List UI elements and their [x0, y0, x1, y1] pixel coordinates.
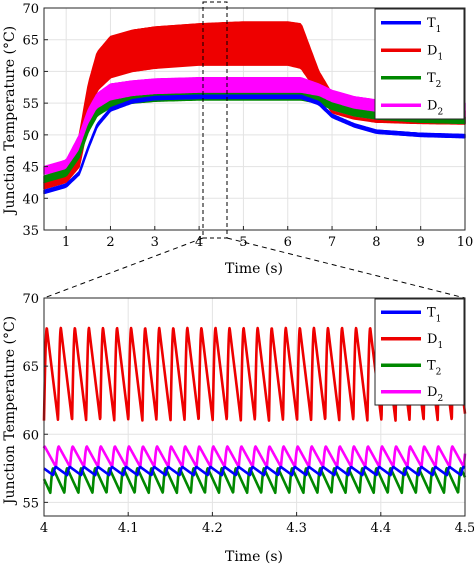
bottom-legend-label: T1: [427, 305, 441, 324]
top-xtick-label: 7: [328, 235, 336, 250]
bottom-legend-label: D2: [427, 385, 443, 404]
top-axes-frame: [43, 7, 466, 231]
top-xtick-label: 8: [372, 235, 380, 250]
top-legend: T1 D1 T2 D2: [374, 8, 465, 120]
zoom-connector-left: [43, 237, 204, 299]
top-xtick-label: 3: [151, 235, 159, 250]
top-ytick-label: 45: [22, 161, 39, 176]
top-ytick-label: 50: [22, 129, 39, 144]
top-xtick-label: 5: [239, 235, 247, 250]
bottom-xtick-label: 4: [40, 521, 48, 536]
top-ytick-label: 60: [22, 65, 39, 80]
bottom-legend: T1 D1 T2 D2: [374, 298, 465, 406]
top-ylabel: Junction Temperature (°C): [2, 26, 18, 216]
bottom-series-T2: [42, 467, 467, 495]
bottom-ytick-label: 65: [22, 360, 39, 375]
bottom-xlabel: Time (s): [225, 549, 283, 565]
top-ytick-label: 65: [22, 34, 39, 49]
top-xlabel: Time (s): [225, 261, 283, 277]
zoom-box: [202, 1, 228, 239]
bottom-legend-label: T2: [427, 358, 441, 377]
bottom-axes-frame: [43, 297, 466, 517]
top-ytick-label: 35: [22, 224, 39, 239]
top-xtick-label: 6: [284, 235, 292, 250]
bottom-ytick-label: 60: [22, 428, 39, 443]
bottom-legend-label: D1: [427, 332, 443, 351]
bottom-xtick-label: 4.2: [202, 521, 223, 536]
bottom-series-D1: [42, 326, 467, 422]
bottom-xtick-label: 4.5: [455, 521, 474, 536]
top-ytick-label: 70: [22, 2, 39, 17]
bottom-xtick-label: 4.1: [118, 521, 139, 536]
top-xtick-label: 4: [195, 235, 203, 250]
top-legend-label: D1: [427, 43, 443, 62]
bottom-xtick-label: 4.4: [370, 521, 391, 536]
bottom-ytick-label: 70: [22, 292, 39, 307]
bottom-series-T1: [42, 465, 467, 477]
bottom-xtick-label: 4.3: [286, 521, 307, 536]
bottom-plot: 4 4.1 4.2 4.3 4.4 4.5 55 60 65 70 Time (s) Juncti…: [2, 292, 474, 565]
bottom-series-layer: [42, 326, 467, 495]
zoom-connector-right: [226, 237, 466, 299]
top-ytick-label: 40: [22, 192, 39, 207]
bottom-ylabel: Junction Temperature (°C): [2, 316, 18, 506]
top-legend-box: [374, 8, 465, 120]
top-xtick-label: 1: [62, 235, 70, 250]
top-legend-label: D2: [427, 98, 443, 117]
top-xtick-label: 2: [106, 235, 114, 250]
top-legend-label: T2: [427, 71, 441, 90]
top-xtick-label: 9: [417, 235, 425, 250]
top-legend-label: T1: [427, 16, 441, 35]
bottom-ytick-label: 55: [22, 496, 39, 511]
bottom-legend-box: [374, 298, 465, 406]
bottom-series-D2: [42, 445, 467, 469]
bottom-tick-labels: 4 4.1 4.2 4.3 4.4 4.5 55 60 65 70: [22, 292, 474, 536]
top-ytick-label: 55: [22, 97, 39, 112]
top-xtick-label: 10: [457, 235, 474, 250]
